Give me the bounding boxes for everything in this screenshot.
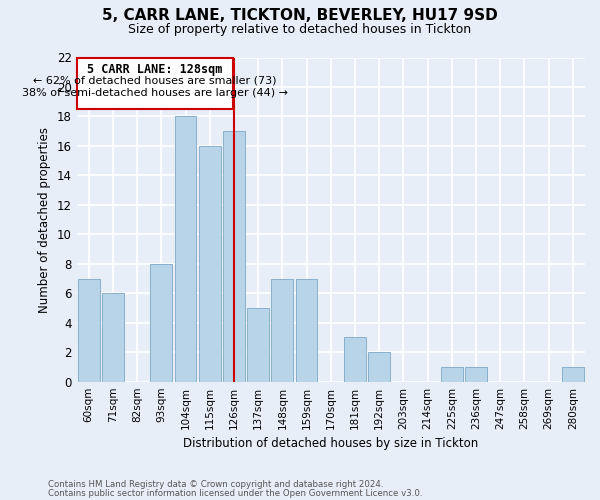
- Bar: [368, 352, 390, 382]
- Bar: [151, 264, 172, 382]
- Text: 38% of semi-detached houses are larger (44) →: 38% of semi-detached houses are larger (…: [22, 88, 287, 99]
- Text: 5, CARR LANE, TICKTON, BEVERLEY, HU17 9SD: 5, CARR LANE, TICKTON, BEVERLEY, HU17 9S…: [102, 8, 498, 22]
- Text: Size of property relative to detached houses in Tickton: Size of property relative to detached ho…: [128, 22, 472, 36]
- Text: 5 CARR LANE: 128sqm: 5 CARR LANE: 128sqm: [87, 64, 223, 76]
- FancyBboxPatch shape: [77, 58, 233, 109]
- Bar: [199, 146, 221, 382]
- Bar: [441, 367, 463, 382]
- Bar: [344, 338, 366, 382]
- Bar: [175, 116, 196, 382]
- Text: Contains HM Land Registry data © Crown copyright and database right 2024.: Contains HM Land Registry data © Crown c…: [48, 480, 383, 489]
- Bar: [271, 278, 293, 382]
- Bar: [78, 278, 100, 382]
- Y-axis label: Number of detached properties: Number of detached properties: [38, 126, 51, 312]
- Bar: [102, 294, 124, 382]
- Bar: [465, 367, 487, 382]
- Bar: [562, 367, 584, 382]
- Bar: [247, 308, 269, 382]
- Bar: [296, 278, 317, 382]
- X-axis label: Distribution of detached houses by size in Tickton: Distribution of detached houses by size …: [183, 437, 478, 450]
- Text: Contains public sector information licensed under the Open Government Licence v3: Contains public sector information licen…: [48, 488, 422, 498]
- Text: ← 62% of detached houses are smaller (73): ← 62% of detached houses are smaller (73…: [33, 76, 277, 86]
- Bar: [223, 131, 245, 382]
